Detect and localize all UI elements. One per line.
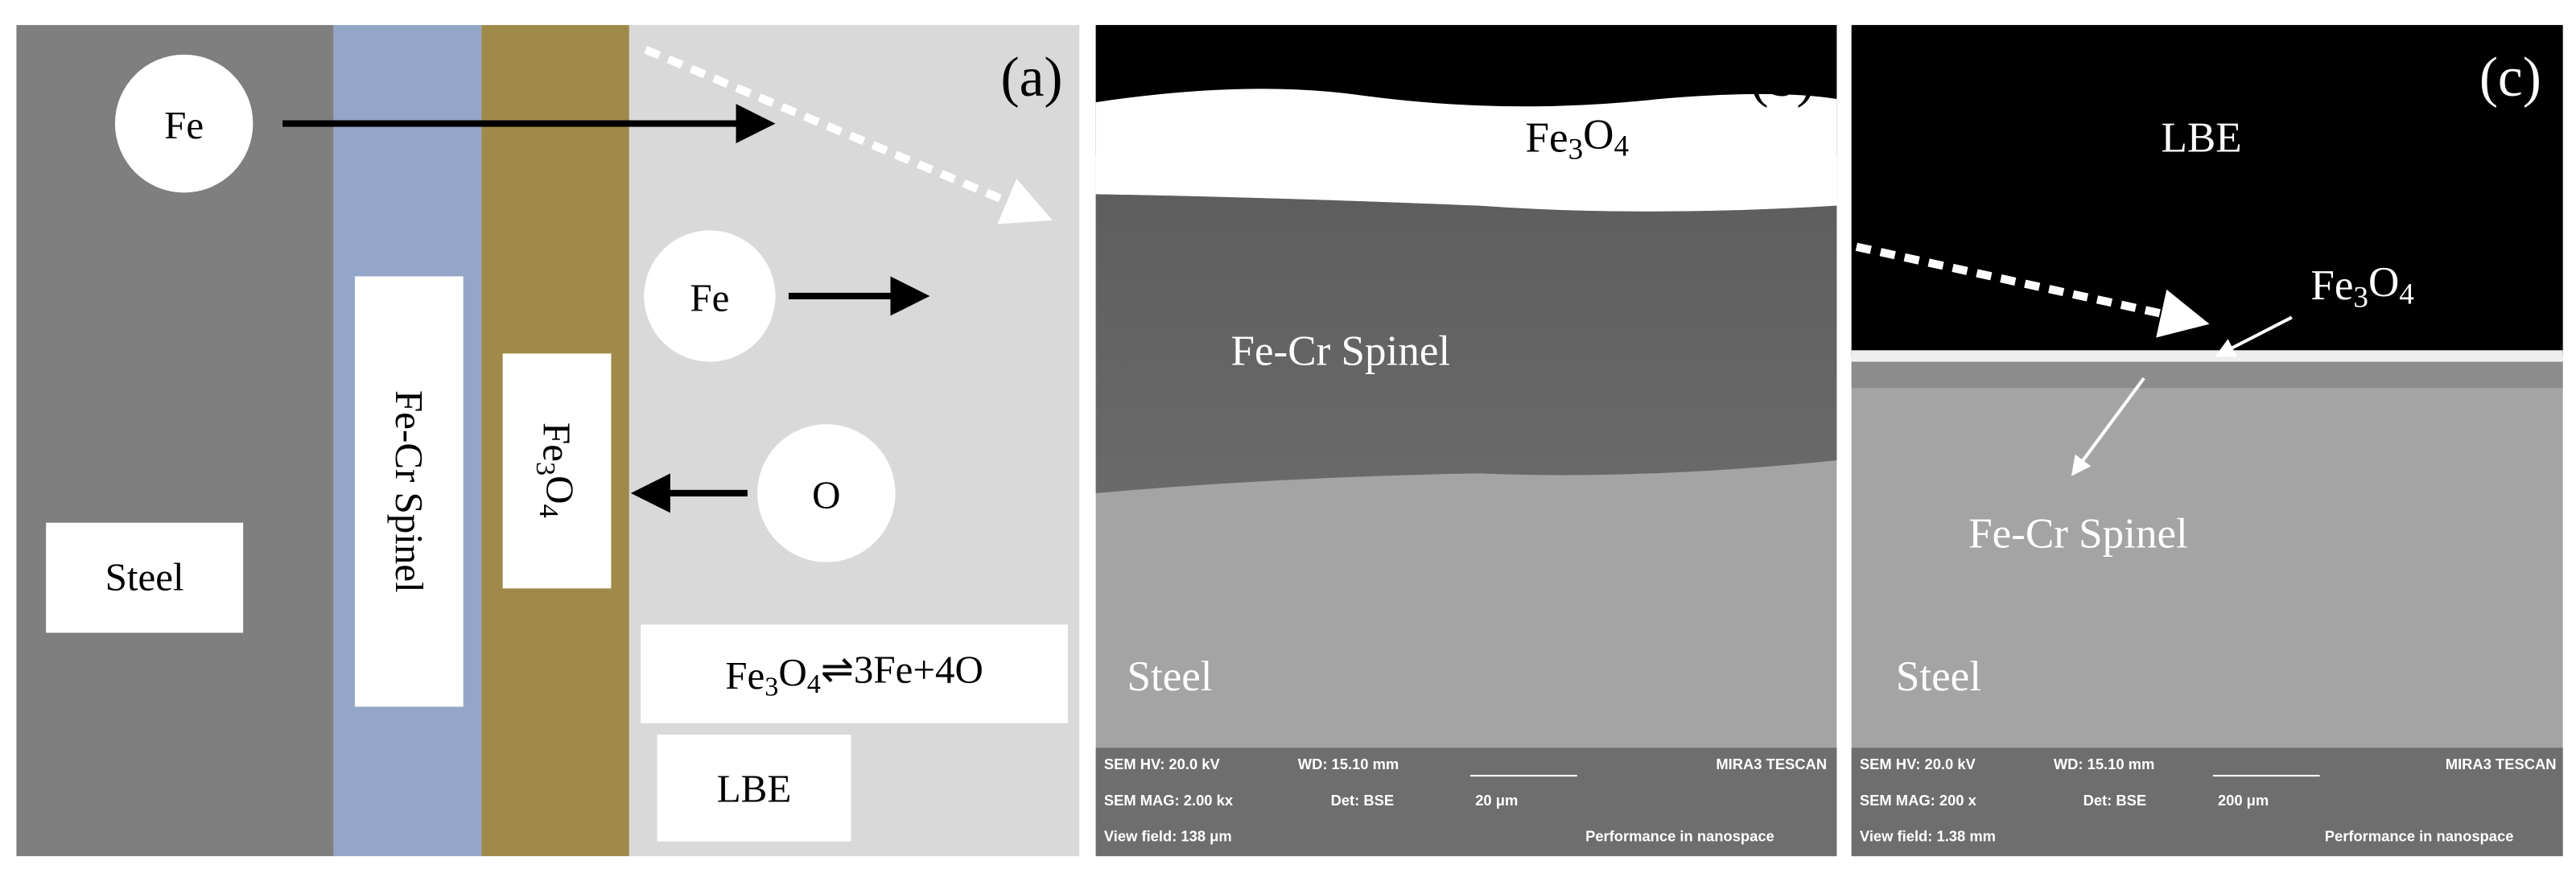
info-background: [1095, 747, 1837, 857]
magnetite-label: Fe3O4: [2310, 259, 2414, 314]
spinel-label: Fe-Cr Spinel: [1968, 510, 2188, 557]
steel-box: [46, 522, 244, 633]
magnetite-layer: [1095, 89, 1837, 212]
info-text: Performance in nanospace: [2325, 828, 2514, 845]
info-text: Performance in nanospace: [1585, 828, 1774, 845]
spinel-layer: [1851, 361, 2563, 389]
info-text: View field: 138 μm: [1104, 828, 1232, 845]
o-circle: [757, 424, 896, 562]
panel-b: (b) Fe3O4 Fe-Cr Spinel Steel SEM HV: 20.…: [1095, 25, 1837, 857]
magnetite-label: Fe3O4: [530, 422, 582, 518]
steel-label: Steel: [105, 554, 184, 599]
dashed-arrow: [1855, 242, 2210, 338]
equation: Fe3O4⇌3Fe+4O: [725, 648, 983, 702]
equation-box: [641, 624, 1068, 723]
o-label: O: [812, 472, 840, 517]
spinel-label: Fe-Cr Spinel: [1230, 328, 1450, 375]
info-text: MIRA3 TESCAN: [2446, 756, 2557, 772]
spinel-box: [354, 276, 464, 707]
info-bar: SEM HV: 20.0 kV WD: 15.10 mm MIRA3 TESCA…: [1095, 747, 1837, 857]
fe-circle: [644, 230, 776, 362]
panel-label: (c): [2479, 47, 2541, 109]
magnetite-label: Fe3O4: [1526, 111, 1630, 166]
info-text: SEM HV: 20.0 kV: [1860, 756, 1976, 772]
info-text: 200 μm: [2218, 792, 2269, 809]
panel-c: (c) LBE Fe3O4 Fe-Cr Spinel Steel SEM HV:…: [1851, 25, 2563, 857]
fe-label: Fe: [690, 275, 729, 319]
info-text: Det: BSE: [2083, 792, 2147, 809]
info-background: [1851, 747, 2563, 857]
panel-a: (a) Fe Fe O Steel Fe-Cr Spinel Fe3O4 Fe3…: [16, 25, 1080, 857]
info-text: WD: 15.10 mm: [1298, 756, 1399, 772]
steel-label: Steel: [1127, 653, 1212, 700]
info-text: SEM MAG: 2.00 kx: [1104, 792, 1234, 809]
info-text: Det: BSE: [1331, 792, 1395, 809]
steel-label: Steel: [1896, 653, 1981, 700]
info-text: MIRA3 TESCAN: [1716, 756, 1827, 772]
lbe-label: LBE: [717, 767, 792, 811]
lbe-region: [1851, 25, 2563, 357]
pointer-arrow: [2071, 377, 2145, 476]
info-text: WD: 15.10 mm: [2054, 756, 2155, 772]
spinel-layer: [1095, 194, 1837, 493]
magnetite-layer: [1851, 350, 2563, 362]
magnetite-box: [502, 353, 612, 589]
info-text: SEM MAG: 200 x: [1860, 792, 1977, 809]
info-text: SEM HV: 20.0 kV: [1104, 756, 1221, 772]
lbe-box: [657, 735, 851, 842]
panel-label: (b): [1750, 47, 1816, 109]
lbe-label: LBE: [2161, 114, 2241, 161]
spinel-label: Fe-Cr Spinel: [387, 390, 431, 593]
fe-circle: [114, 54, 253, 193]
fe-label: Fe: [164, 103, 204, 147]
panel-label: (a): [1001, 47, 1063, 109]
info-text: View field: 1.38 mm: [1860, 828, 1996, 845]
pointer-arrow: [2215, 315, 2293, 357]
info-text: 20 μm: [1475, 792, 1518, 809]
info-bar: SEM HV: 20.0 kV WD: 15.10 mm MIRA3 TESCA…: [1851, 747, 2563, 857]
